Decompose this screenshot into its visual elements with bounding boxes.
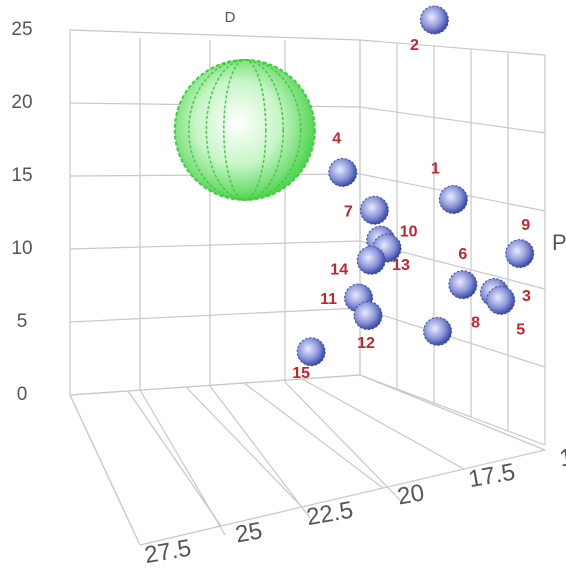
point-label: 15 xyxy=(292,365,310,382)
x-tick-label: 27.5 xyxy=(142,535,193,570)
y-tick-label: 25 xyxy=(11,19,32,40)
y-tick-label: 15 xyxy=(11,165,32,186)
x-axis-label: P xyxy=(552,230,566,255)
data-point xyxy=(296,337,326,367)
data-point xyxy=(353,301,383,331)
point-label: 4 xyxy=(332,131,341,148)
point-label: 2 xyxy=(410,37,419,54)
grid-line xyxy=(301,378,465,470)
grid-line xyxy=(69,173,546,212)
data-point xyxy=(438,184,468,214)
grid-line xyxy=(69,394,141,546)
data-point xyxy=(359,195,389,225)
data-point xyxy=(419,5,449,35)
point-label: 12 xyxy=(357,335,375,352)
x-tick-label: 20 xyxy=(395,479,426,510)
data-point xyxy=(356,245,386,275)
y-tick-label: 10 xyxy=(11,238,32,259)
y-tick-label: 0 xyxy=(17,384,28,405)
point-label: 8 xyxy=(471,315,480,332)
point-label: 7 xyxy=(344,203,353,220)
sphere-wire xyxy=(188,59,302,201)
point-label: 9 xyxy=(521,217,530,234)
x-tick-label: 22.5 xyxy=(304,497,355,532)
point-label: 1 xyxy=(431,161,440,178)
x-tick-label: 25 xyxy=(233,517,264,548)
y-axis-label: D xyxy=(225,9,236,26)
x-tick-label: 15 xyxy=(557,441,566,472)
point-label: 13 xyxy=(392,257,410,274)
data-point xyxy=(486,285,516,315)
data-point xyxy=(423,316,453,346)
point-label: 11 xyxy=(320,291,337,308)
highlight-point xyxy=(173,58,316,201)
point-label: 6 xyxy=(458,246,467,263)
data-point xyxy=(328,157,358,187)
grid-line xyxy=(69,29,546,56)
grid-line xyxy=(185,386,303,508)
point-label: 10 xyxy=(400,223,418,240)
data-point xyxy=(448,270,478,300)
grid-line xyxy=(243,382,384,489)
point-label: 5 xyxy=(516,322,525,339)
x-tick-label: 17.5 xyxy=(466,459,517,494)
y-tick-label: 5 xyxy=(17,311,28,332)
data-point xyxy=(505,239,535,269)
point-label: 14 xyxy=(330,262,348,279)
grid-line xyxy=(359,374,546,451)
grid-line xyxy=(127,390,222,527)
point-label: 3 xyxy=(522,288,531,305)
y-tick-label: 20 xyxy=(11,92,32,113)
